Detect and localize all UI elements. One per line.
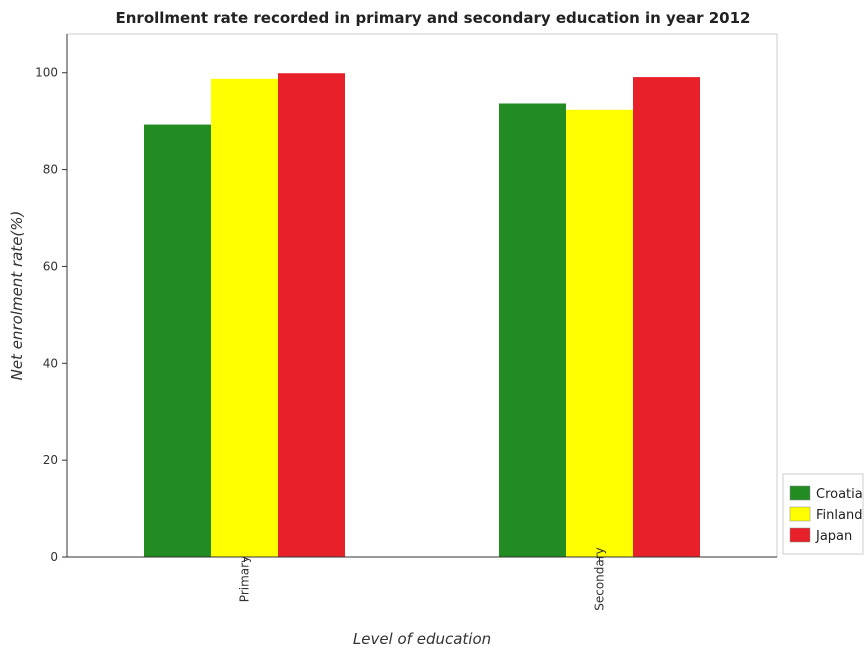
y-tick-label: 40: [43, 356, 58, 370]
chart-title: Enrollment rate recorded in primary and …: [115, 9, 751, 27]
bar-finland-primary: [211, 78, 278, 558]
y-tick-label: 0: [50, 550, 58, 564]
legend-swatch-finland: [789, 506, 811, 522]
bar-japan-secondary: [633, 77, 700, 558]
y-axis-label: Net enrolment rate(%): [8, 211, 26, 381]
y-tick-label: 60: [43, 259, 58, 273]
bar-japan-primary: [278, 73, 345, 557]
x-tick-label: Secondary: [593, 547, 607, 611]
x-axis-label: Level of education: [353, 630, 491, 648]
bar-croatia-secondary: [499, 103, 566, 557]
legend-swatch-japan: [789, 527, 811, 543]
bar-croatia-primary: [144, 124, 211, 557]
y-tick-label: 100: [35, 66, 58, 80]
legend-swatch-croatia: [789, 485, 811, 501]
legend-label-finland: Finland: [816, 508, 862, 523]
bar-finland-secondary: [566, 109, 633, 558]
y-tick-label: 80: [43, 163, 58, 177]
x-tick-label: Primary: [238, 556, 252, 602]
legend-label-croatia: Croatia: [816, 487, 863, 502]
legend-label-japan: Japan: [815, 529, 852, 544]
y-tick-label: 20: [43, 453, 58, 467]
